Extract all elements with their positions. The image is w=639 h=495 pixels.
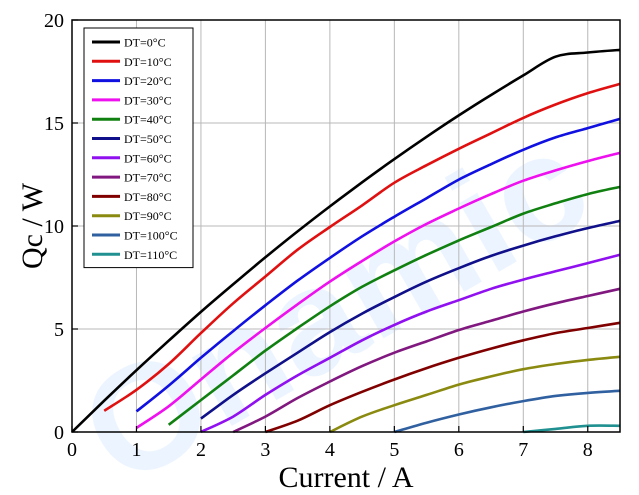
x-tick-label: 4: [325, 439, 335, 461]
series-line: [167, 185, 621, 426]
legend-label: DT=20°C: [124, 74, 172, 88]
legend-label: DT=90°C: [124, 209, 172, 223]
legend-label: DT=0°C: [124, 36, 166, 50]
x-tick-label: 6: [454, 439, 464, 461]
series-line: [135, 117, 621, 413]
legend-label: DT=40°C: [124, 113, 172, 127]
legend-label: DT=50°C: [124, 132, 172, 146]
legend-label: DT=70°C: [124, 171, 172, 185]
legend-label: DT=10°C: [124, 55, 172, 69]
legend-label: DT=60°C: [124, 151, 172, 165]
legend-label: DT=80°C: [124, 190, 172, 204]
axis-ticks: 0 1 2 3 4 5 6 7 8 0 5 10 15 20: [44, 10, 593, 461]
series-line: [103, 82, 621, 412]
y-tick-label: 10: [44, 216, 64, 238]
x-tick-label: 7: [518, 439, 528, 461]
legend-box: [83, 27, 194, 269]
legend: DT=0°C DT=10°C DT=20°C DT=30°C DT=40°C DT=50°…: [83, 27, 194, 269]
series-line: [135, 151, 621, 429]
grid: [72, 20, 620, 432]
legend-label: DT=100°C: [124, 229, 178, 243]
series-lines: [71, 48, 621, 434]
x-tick-label: 0: [67, 439, 77, 461]
x-tick-label: 1: [131, 439, 141, 461]
y-tick-label: 15: [44, 113, 64, 135]
series-line: [200, 219, 621, 420]
series-line: [71, 48, 621, 433]
series-line: [232, 287, 621, 434]
y-tick-label: 20: [44, 10, 64, 32]
y-tick-label: 5: [54, 319, 64, 341]
legend-label: DT=30°C: [124, 93, 172, 107]
y-axis-title: Qc / W: [16, 182, 49, 269]
x-tick-label: 3: [260, 439, 270, 461]
y-tick-label: 0: [54, 422, 64, 444]
x-tick-label: 2: [196, 439, 206, 461]
series-line: [329, 355, 621, 434]
x-tick-label: 8: [583, 439, 593, 461]
series-line: [523, 424, 621, 434]
series-line: [200, 253, 621, 434]
series-line: [264, 321, 621, 434]
x-axis-title: Current / A: [279, 461, 414, 494]
series-line: [394, 389, 621, 434]
x-tick-label: 5: [389, 439, 399, 461]
legend-label: DT=110°C: [124, 248, 177, 262]
